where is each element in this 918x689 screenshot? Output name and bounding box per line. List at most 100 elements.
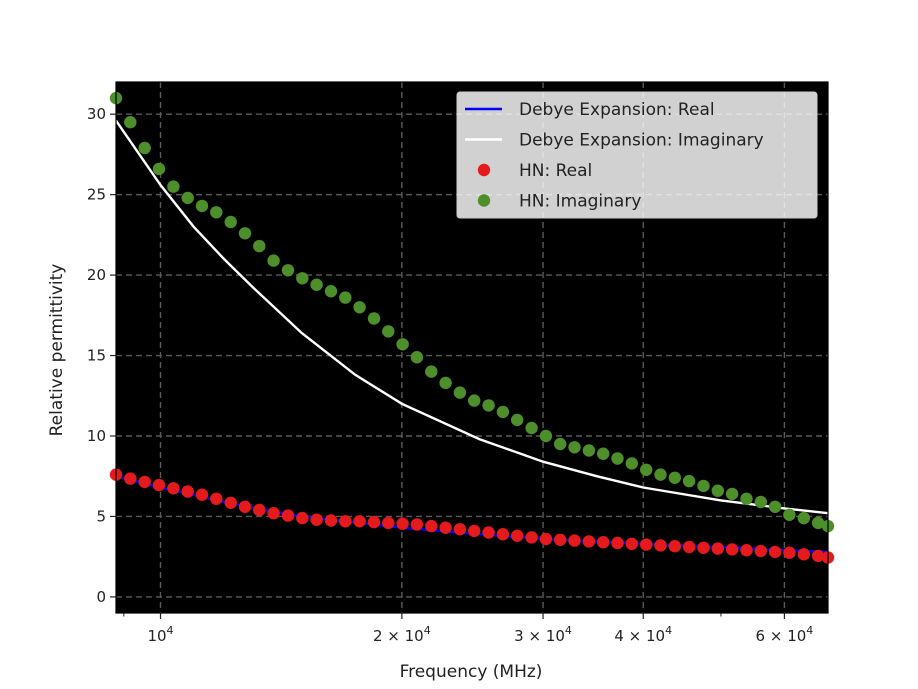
data-point (811, 516, 825, 530)
data-point (425, 365, 438, 378)
x-tick-label: 6 × 104 (756, 624, 814, 645)
data-point (267, 254, 280, 267)
data-point (754, 495, 767, 509)
data-point (811, 549, 825, 563)
y-tick-label: 0 (96, 588, 106, 606)
data-point (539, 532, 553, 546)
data-point (224, 496, 237, 509)
y-tick-label: 5 (96, 507, 106, 525)
data-point (711, 542, 724, 555)
axes: 0 5 10 15 20 25 30 104 2 × 104 3 × 104 4 × 104 6 × … (87, 81, 829, 645)
data-point (511, 529, 524, 542)
data-point (797, 511, 810, 525)
y-tick-label: 25 (87, 186, 106, 204)
data-point (797, 548, 810, 561)
data-point (310, 278, 323, 291)
data-point (138, 475, 151, 489)
legend-label: Debye Expansion: Imaginary (519, 131, 764, 151)
data-point (238, 227, 252, 240)
data-point (453, 386, 467, 399)
data-point (281, 264, 295, 277)
data-point (525, 421, 538, 435)
data-point (654, 539, 667, 552)
data-point (682, 540, 696, 554)
data-point (554, 437, 567, 451)
data-point (582, 444, 596, 457)
data-point (210, 492, 223, 505)
data-point (425, 519, 438, 533)
data-point (496, 528, 510, 541)
data-point (453, 523, 467, 536)
legend: Debye Expansion: Real Debye Expansion: Im… (456, 91, 818, 219)
data-point (296, 272, 309, 285)
legend-label: Debye Expansion: Real (519, 100, 715, 120)
data-point (597, 536, 610, 549)
data-point (511, 413, 524, 427)
data-point (468, 394, 481, 407)
data-point (740, 544, 753, 557)
data-point (611, 536, 624, 550)
data-point (568, 441, 581, 454)
data-point (625, 457, 638, 470)
data-point (768, 545, 782, 559)
data-point (754, 544, 767, 558)
data-point (410, 518, 424, 531)
data-point (324, 514, 338, 527)
data-point (324, 285, 338, 298)
x-axis-label: Frequency (MHz) (400, 662, 543, 682)
data-point (382, 325, 395, 338)
data-point (640, 538, 653, 551)
data-point (267, 507, 280, 520)
data-point (725, 543, 739, 556)
data-point (396, 517, 409, 530)
series-layer (109, 91, 835, 564)
data-point (124, 472, 137, 485)
data-point (496, 405, 510, 419)
data-point (711, 484, 724, 497)
legend-label: HN: Imaginary (519, 192, 641, 212)
x-tick-label: 104 (147, 624, 173, 645)
legend-label: HN: Real (519, 161, 592, 181)
data-point (339, 291, 352, 304)
data-point (310, 513, 323, 526)
legend-box (456, 91, 818, 219)
plot-frame (115, 81, 829, 614)
data-point (296, 511, 309, 525)
data-point (668, 540, 681, 553)
data-point (783, 546, 796, 559)
data-point (195, 199, 209, 213)
data-point (654, 468, 667, 481)
data-point (253, 503, 266, 517)
data-point (640, 463, 653, 476)
data-point (482, 399, 495, 412)
data-point (253, 239, 266, 253)
data-point (682, 474, 696, 488)
data-point (152, 478, 166, 492)
data-point (152, 162, 166, 176)
data-point (582, 535, 596, 548)
data-point (167, 180, 180, 193)
data-point (195, 488, 209, 501)
data-point (625, 537, 638, 550)
x-tick-label: 4 × 104 (614, 624, 672, 645)
data-point (396, 338, 409, 351)
y-tick-label: 30 (87, 105, 106, 123)
data-point (210, 206, 223, 219)
y-tick-label: 15 (87, 347, 106, 365)
data-point (697, 479, 710, 493)
data-point (181, 191, 194, 205)
y-tick-label: 20 (87, 266, 106, 284)
data-point (353, 301, 366, 314)
data-point (554, 533, 567, 546)
data-point (768, 500, 782, 513)
data-point (668, 471, 681, 484)
data-point (740, 492, 753, 505)
data-point (468, 524, 481, 538)
data-point (725, 487, 739, 501)
data-point (697, 541, 710, 554)
data-point (597, 447, 610, 460)
data-point (611, 452, 624, 465)
data-point (238, 500, 252, 513)
data-point (439, 376, 452, 390)
